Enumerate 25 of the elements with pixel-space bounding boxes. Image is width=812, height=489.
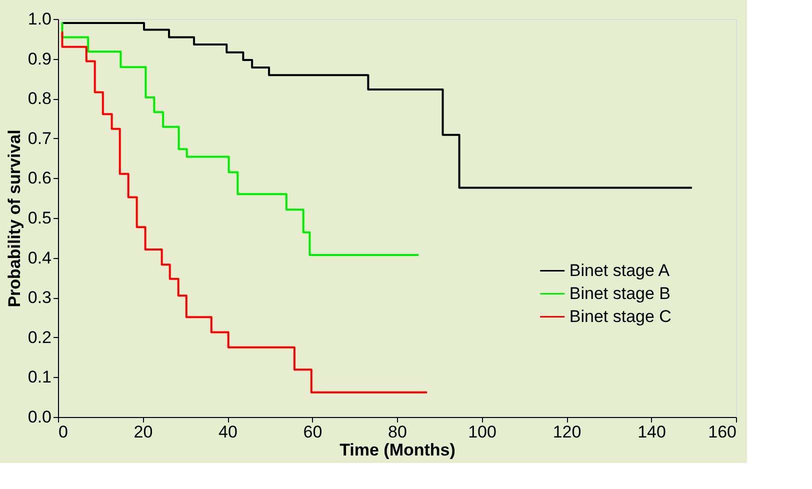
y-tick-label: 1.0 [28,10,52,28]
legend-label: Binet stage A [569,260,670,280]
x-tick-label: 80 [388,422,407,442]
y-tick-label: 0.0 [28,408,52,426]
x-tick-label: 0 [58,422,68,442]
x-axis-title: Time (Months) [340,440,456,460]
x-tick-label: 120 [552,422,582,442]
x-tick-label: 140 [638,422,666,442]
x-tick-label: 160 [708,422,736,442]
x-tick-label: 40 [218,422,238,442]
x-tick-label: 60 [303,422,322,442]
x-tick-label: 20 [134,422,153,442]
y-tick-label: 0.8 [28,89,52,108]
y-tick-label: 0.7 [28,128,52,148]
y-tick-label: 0.5 [28,208,52,228]
y-tick-label: 0.3 [28,288,52,308]
y-tick-label: 0.6 [28,168,52,188]
legend-label: Binet stage B [569,284,671,303]
y-axis-title: Probability of survival [4,130,24,308]
legend-label: Binet stage C [569,306,672,326]
y-tick-label: 0.1 [28,368,52,387]
y-tick-label: 0.4 [28,248,52,268]
y-tick-label: 0.9 [28,49,52,68]
y-tick-label: 0.2 [28,328,52,347]
x-tick-label: 100 [468,422,496,442]
